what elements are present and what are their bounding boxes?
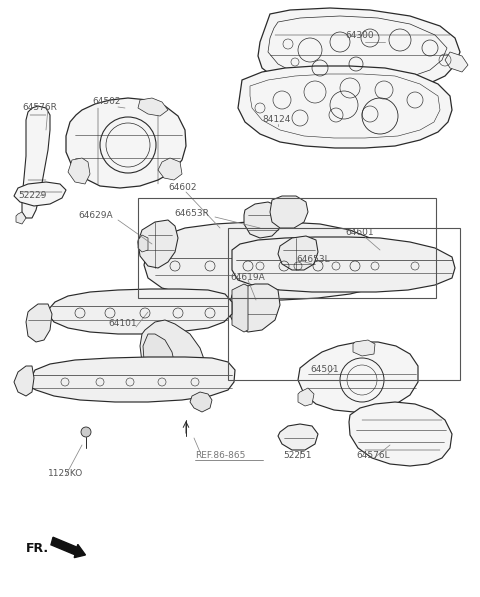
- Text: REF.86-865: REF.86-865: [195, 451, 245, 460]
- Text: 64601: 64601: [345, 227, 373, 236]
- Polygon shape: [138, 98, 168, 116]
- Polygon shape: [158, 158, 182, 180]
- Text: 64502: 64502: [92, 97, 120, 106]
- Text: 64653R: 64653R: [174, 208, 209, 217]
- Polygon shape: [16, 212, 26, 224]
- Polygon shape: [298, 342, 418, 412]
- Polygon shape: [140, 320, 205, 386]
- Polygon shape: [232, 237, 455, 292]
- Polygon shape: [238, 66, 452, 148]
- Text: 64501: 64501: [310, 365, 338, 374]
- Text: 64576L: 64576L: [356, 451, 390, 460]
- Polygon shape: [68, 158, 90, 184]
- Polygon shape: [298, 388, 314, 406]
- Polygon shape: [138, 235, 148, 252]
- Polygon shape: [232, 284, 248, 332]
- Polygon shape: [258, 8, 460, 92]
- Text: 64101: 64101: [108, 319, 137, 328]
- Polygon shape: [244, 202, 282, 238]
- Text: 64576R: 64576R: [22, 103, 57, 112]
- Polygon shape: [228, 284, 280, 332]
- Polygon shape: [138, 220, 178, 268]
- Polygon shape: [14, 366, 34, 396]
- Polygon shape: [28, 357, 235, 402]
- Polygon shape: [48, 289, 232, 334]
- Bar: [228, 228, 460, 380]
- Polygon shape: [14, 182, 66, 206]
- Polygon shape: [22, 106, 50, 218]
- Polygon shape: [26, 304, 52, 342]
- Text: 64619A: 64619A: [230, 272, 265, 282]
- Polygon shape: [353, 340, 375, 356]
- Bar: [138, 198, 436, 298]
- Ellipse shape: [81, 427, 91, 437]
- Polygon shape: [270, 196, 308, 228]
- Text: 52229: 52229: [18, 190, 47, 199]
- Polygon shape: [278, 424, 318, 450]
- Polygon shape: [445, 52, 468, 72]
- Polygon shape: [278, 236, 318, 270]
- Polygon shape: [143, 334, 175, 378]
- Polygon shape: [190, 392, 212, 412]
- Polygon shape: [349, 402, 452, 466]
- Text: 52251: 52251: [283, 451, 312, 460]
- Text: 64653L: 64653L: [296, 256, 330, 264]
- Polygon shape: [144, 222, 396, 300]
- Polygon shape: [66, 98, 186, 188]
- Text: 64300: 64300: [345, 32, 373, 41]
- FancyArrow shape: [51, 537, 85, 558]
- Text: 1125KO: 1125KO: [48, 469, 83, 479]
- Text: 84124: 84124: [262, 115, 290, 125]
- Text: 64629A: 64629A: [78, 211, 113, 220]
- Text: FR.: FR.: [26, 541, 49, 555]
- Text: 64602: 64602: [168, 183, 196, 192]
